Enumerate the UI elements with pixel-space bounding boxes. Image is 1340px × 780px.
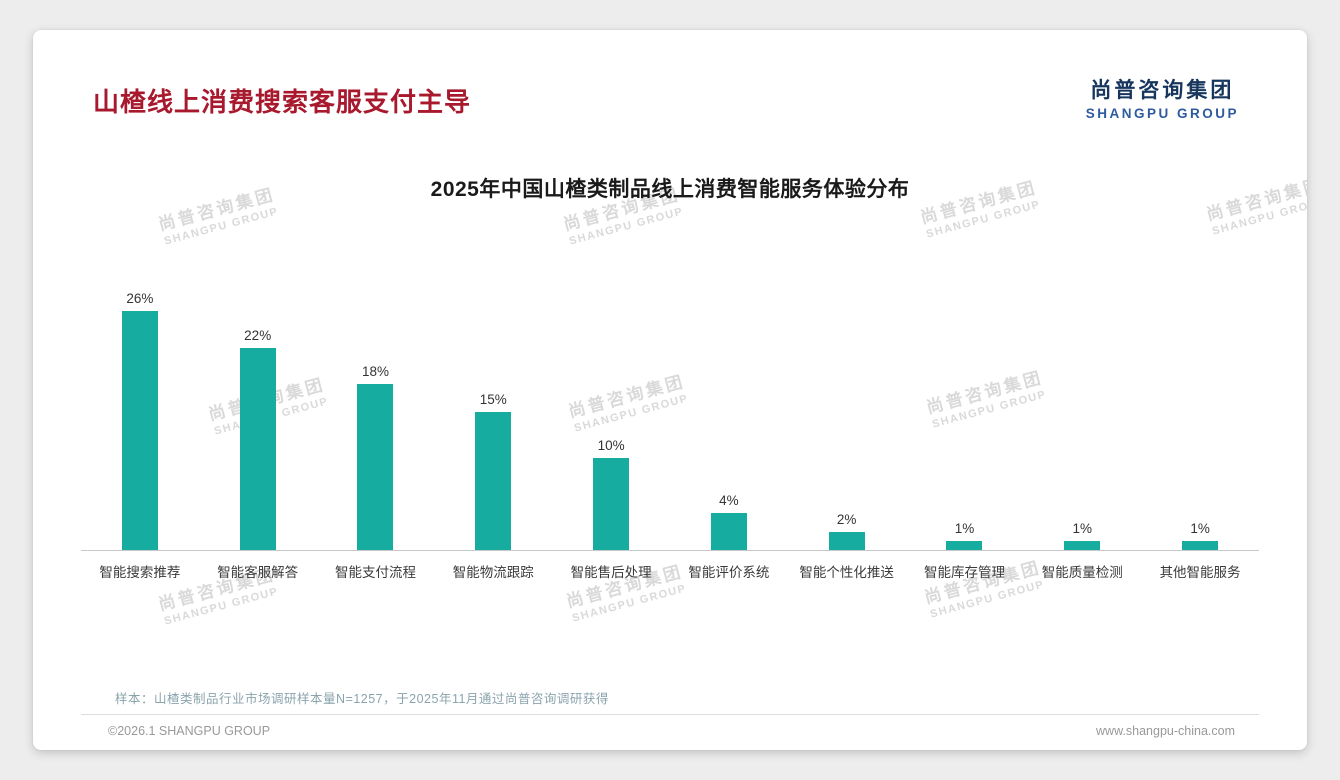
- footer-copyright: ©2026.1 SHANGPU GROUP: [108, 724, 271, 738]
- bar: [1064, 540, 1101, 550]
- category-label: 智能客服解答: [217, 565, 299, 580]
- bar: [946, 540, 983, 550]
- slide-card: 尚普咨询集团 SHANGPU GROUP 尚普咨询集团 SHANGPU GROUP 尚普…: [33, 30, 1307, 750]
- bar-value-label: 22%: [244, 327, 272, 343]
- bar-value-label: 1%: [1190, 520, 1210, 536]
- bar: [121, 310, 158, 550]
- bar: [1182, 540, 1219, 550]
- bar-column: 1%: [906, 521, 1024, 550]
- slide-title: 山楂线上消费搜索客服支付主导: [93, 87, 472, 117]
- bar: [475, 412, 512, 550]
- watermark-line-en: SHANGPU GROUP: [162, 205, 280, 248]
- bar-column: 1%: [1023, 521, 1141, 550]
- bar: [239, 347, 276, 550]
- logo-chinese-text: 尚普咨询集团: [1090, 79, 1235, 102]
- category-label: 智能评价系统: [688, 565, 770, 580]
- bar-column: 2%: [788, 512, 906, 550]
- category-label: 智能个性化推送: [799, 565, 894, 580]
- bar-column: 26%: [81, 291, 199, 550]
- category-label: 智能售后处理: [570, 565, 652, 580]
- logo-english-text: SHANGPU GROUP: [1085, 106, 1239, 121]
- category-label: 智能质量检测: [1041, 565, 1123, 580]
- bar-column: 18%: [317, 364, 435, 550]
- watermark-line-en: SHANGPU GROUP: [567, 205, 685, 248]
- company-logo: 尚普咨询集团 SHANGPU GROUP: [1086, 74, 1239, 121]
- bar-chart-categories: 智能搜索推荐 智能客服解答 智能支付流程 智能物流跟踪 智能售后处理 智能评价系统 智能个性…: [81, 561, 1259, 581]
- bar-column: 1%: [1141, 521, 1259, 550]
- footer-divider: [81, 714, 1259, 715]
- category-label: 其他智能服务: [1159, 565, 1241, 580]
- bar-column: 22%: [199, 328, 317, 550]
- bar-value-label: 1%: [1072, 520, 1093, 536]
- bar-value-label: 2%: [836, 511, 857, 527]
- category-label: 智能搜索推荐: [99, 565, 181, 580]
- category-label: 智能库存管理: [923, 565, 1005, 580]
- footer-website: www.shangpu-china.com: [1096, 724, 1235, 738]
- bar-column: 4%: [670, 493, 788, 550]
- bar-value-label: 1%: [954, 520, 975, 536]
- bar-value-label: 26%: [126, 290, 154, 306]
- watermark-line-en: SHANGPU GROUP: [570, 582, 688, 625]
- chart-title: 2025年中国山楂类制品线上消费智能服务体验分布: [430, 178, 910, 201]
- sample-note: 样本：山楂类制品行业市场调研样本量N=1257，于2025年11月通过尚普咨询调…: [115, 692, 609, 706]
- bar-chart-plot: 26% 22% 18% 15% 10% 4% 2% 1% 1% 1%: [81, 276, 1259, 551]
- bar-value-label: 4%: [719, 493, 739, 509]
- bar: [710, 513, 747, 550]
- bar-value-label: 10%: [597, 438, 625, 453]
- bar-column: 10%: [552, 438, 670, 550]
- watermark-line-en: SHANGPU GROUP: [162, 585, 280, 628]
- bar: [593, 458, 630, 550]
- bar: [828, 531, 865, 550]
- category-label: 智能物流跟踪: [452, 565, 534, 580]
- bar-column: 15%: [434, 392, 552, 550]
- bar-value-label: 15%: [479, 392, 507, 407]
- category-label: 智能支付流程: [334, 565, 416, 580]
- bar: [357, 384, 394, 550]
- bar-value-label: 18%: [361, 364, 389, 380]
